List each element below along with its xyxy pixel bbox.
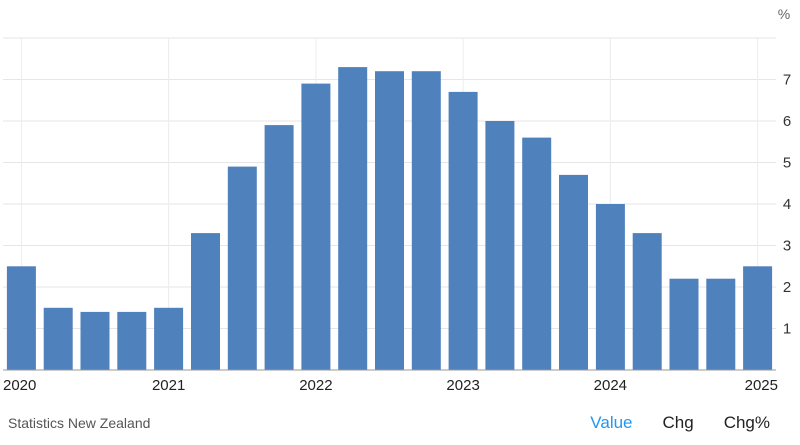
y-axis-unit: % <box>778 6 790 22</box>
bar <box>6 266 36 371</box>
y-tick-label: 7 <box>783 72 791 89</box>
y-axis-labels: 1 2 3 4 5 6 7 <box>783 72 791 338</box>
bar <box>559 174 588 370</box>
bar <box>706 278 736 370</box>
value-toggle[interactable]: Value <box>590 413 633 432</box>
y-tick-label: 6 <box>783 113 791 130</box>
x-tick-label: 2024 <box>594 377 627 394</box>
bar <box>448 91 478 371</box>
y-tick-label: 2 <box>783 279 791 296</box>
bar <box>264 125 294 370</box>
bar <box>595 204 625 370</box>
bar <box>411 71 441 370</box>
bar <box>154 307 184 371</box>
y-tick-label: 5 <box>783 155 791 172</box>
bar <box>669 278 699 370</box>
y-tick-label: 3 <box>783 238 791 255</box>
y-tick-label: 1 <box>783 321 791 338</box>
x-axis-labels: 2020 2021 2022 2023 2024 2025 <box>3 377 778 394</box>
bar <box>80 311 110 370</box>
bar <box>375 71 404 370</box>
bar <box>743 266 773 371</box>
bar <box>117 311 147 370</box>
bar <box>43 307 73 371</box>
bar <box>227 166 257 370</box>
y-tick-label: 4 <box>783 196 791 213</box>
bar <box>191 233 220 370</box>
bar <box>338 67 368 370</box>
x-tick-label: 2022 <box>299 377 332 394</box>
x-tick-label: 2023 <box>446 377 479 394</box>
x-tick-label: 2021 <box>152 377 185 394</box>
x-tick-label: 2025 <box>745 377 778 394</box>
bar <box>485 121 515 370</box>
source-label: Statistics New Zealand <box>8 415 151 431</box>
chgpct-toggle[interactable]: Chg% <box>723 413 770 432</box>
view-toggle-group: Value Chg Chg% <box>590 413 770 433</box>
bar-chart: 1 2 3 4 5 6 7 2020 2021 2022 2023 2024 2025 % <box>3 6 791 394</box>
bars <box>6 67 773 371</box>
x-tick-label: 2020 <box>3 377 36 394</box>
chart-footer: Statistics New Zealand Value Chg Chg% <box>0 405 800 445</box>
bar <box>522 137 552 370</box>
bar <box>301 83 331 370</box>
bar <box>632 233 662 370</box>
chg-toggle[interactable]: Chg <box>662 413 694 432</box>
